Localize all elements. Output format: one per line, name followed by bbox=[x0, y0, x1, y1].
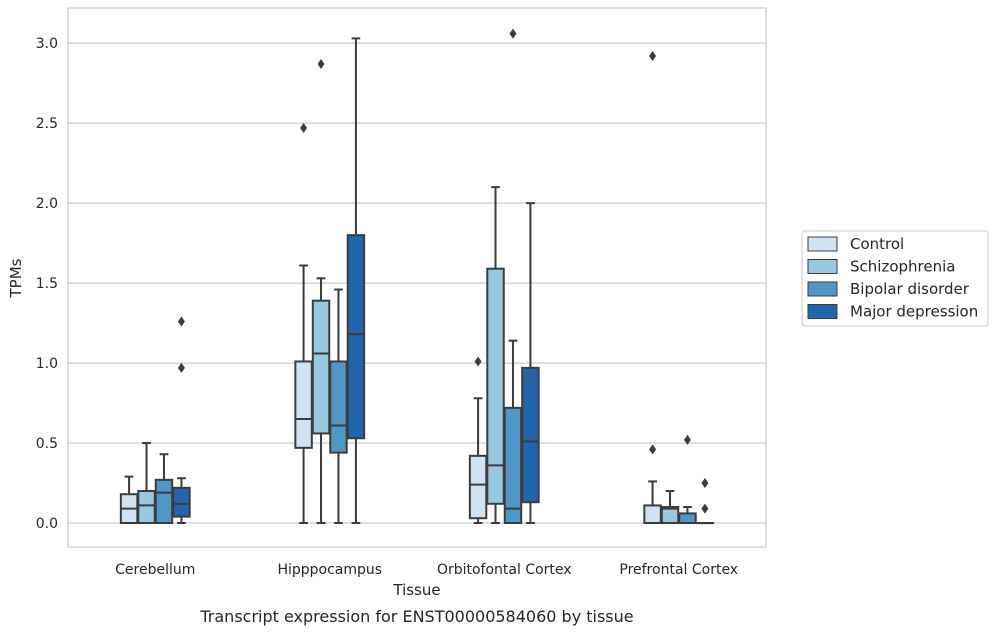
x-axis-ticks: Cerebellum Hipppocampus Orbitofontal Corte… bbox=[115, 562, 738, 578]
legend-label: Bipolar disorder bbox=[850, 280, 970, 298]
box-element bbox=[313, 59, 329, 523]
series-major-depression bbox=[173, 38, 713, 523]
box-iqr bbox=[348, 235, 364, 438]
y-axis-title: TPMs bbox=[7, 258, 25, 298]
plot-frame bbox=[68, 8, 766, 547]
legend-label: Major depression bbox=[850, 303, 978, 321]
box-element bbox=[295, 123, 311, 523]
legend-swatch bbox=[808, 260, 837, 274]
box-element bbox=[487, 187, 503, 523]
box-element bbox=[662, 491, 678, 523]
box-iqr bbox=[522, 368, 538, 502]
box-element bbox=[121, 477, 137, 523]
box-element bbox=[330, 289, 346, 523]
box-element bbox=[679, 435, 695, 523]
outlier-point bbox=[649, 51, 656, 61]
y-tick-label: 2.5 bbox=[36, 116, 58, 132]
y-tick-label: 0.5 bbox=[36, 436, 58, 452]
box-iqr bbox=[313, 301, 329, 434]
box-iqr bbox=[679, 513, 695, 523]
legend: Control Schizophrenia Bipolar disorder Majo… bbox=[802, 231, 988, 326]
x-tick-label: Cerebellum bbox=[115, 562, 195, 578]
outlier-point bbox=[649, 444, 656, 454]
outlier-point bbox=[475, 356, 482, 366]
y-tick-label: 1.0 bbox=[36, 356, 58, 372]
legend-label: Control bbox=[850, 235, 904, 253]
outlier-point bbox=[509, 29, 516, 39]
x-tick-label: Prefrontal Cortex bbox=[619, 562, 738, 578]
box-element bbox=[697, 478, 713, 523]
series-control bbox=[121, 51, 661, 523]
box-plot-series bbox=[121, 29, 713, 524]
box-iqr bbox=[156, 480, 172, 523]
box-element bbox=[138, 443, 154, 523]
outlier-point bbox=[318, 59, 325, 69]
legend-swatch bbox=[808, 282, 837, 296]
box-iqr bbox=[487, 269, 503, 504]
box-element bbox=[173, 316, 189, 523]
box-iqr bbox=[173, 488, 189, 517]
outlier-point bbox=[701, 478, 708, 488]
gridlines bbox=[68, 43, 766, 523]
box-iqr bbox=[295, 361, 311, 447]
y-tick-label: 3.0 bbox=[36, 36, 58, 52]
box-element bbox=[156, 454, 172, 523]
box-element bbox=[348, 38, 364, 523]
x-tick-label: Orbitofontal Cortex bbox=[437, 562, 572, 578]
y-tick-label: 1.5 bbox=[36, 276, 58, 292]
legend-swatch bbox=[808, 305, 837, 319]
box-element bbox=[505, 29, 521, 523]
outlier-point bbox=[178, 316, 185, 326]
y-tick-label: 2.0 bbox=[36, 196, 58, 212]
box-element bbox=[470, 356, 486, 523]
series-bipolar-disorder bbox=[156, 29, 696, 523]
figure-caption: Transcript expression for ENST0000058406… bbox=[199, 607, 633, 626]
outlier-point bbox=[178, 363, 185, 373]
box-iqr bbox=[505, 408, 521, 523]
y-axis-ticks: 0.0 0.5 1.0 1.5 2.0 2.5 3.0 bbox=[36, 36, 58, 532]
outlier-point bbox=[300, 123, 307, 133]
series-schizophrenia bbox=[138, 59, 678, 523]
box-iqr bbox=[644, 505, 660, 523]
y-tick-label: 0.0 bbox=[36, 516, 58, 532]
box-iqr bbox=[138, 491, 154, 523]
x-axis-title: Tissue bbox=[392, 581, 440, 599]
legend-swatch bbox=[808, 237, 837, 251]
box-iqr bbox=[470, 456, 486, 518]
x-tick-label: Hipppocampus bbox=[277, 562, 382, 578]
legend-label: Schizophrenia bbox=[850, 258, 955, 276]
box-element bbox=[644, 51, 660, 523]
box-iqr bbox=[330, 361, 346, 452]
outlier-point bbox=[701, 504, 708, 514]
